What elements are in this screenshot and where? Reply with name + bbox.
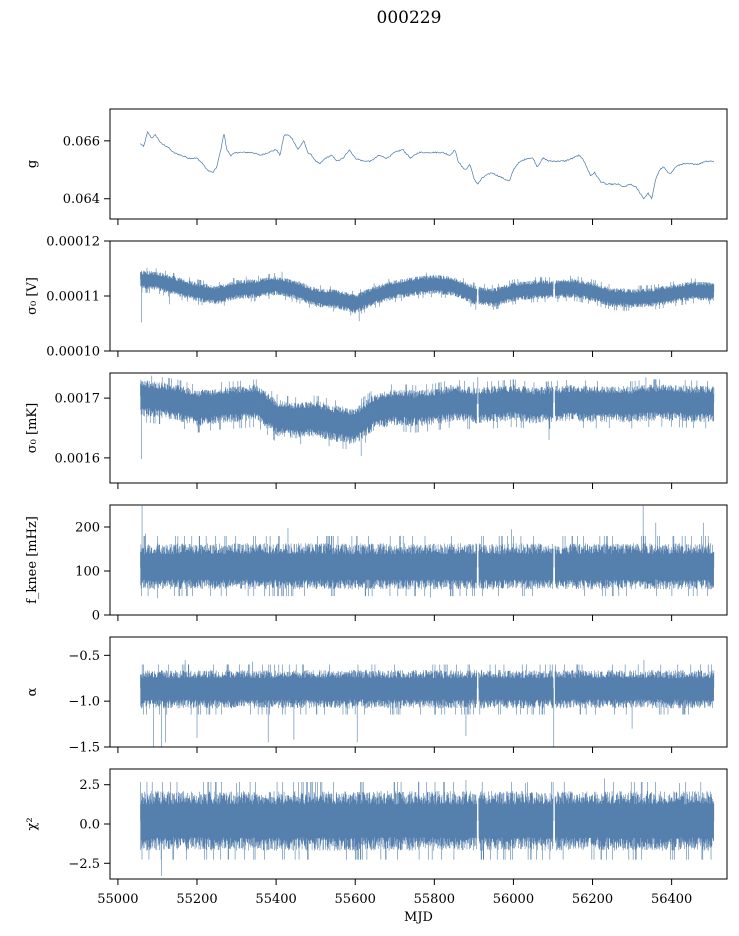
y-axis-label: χ²: [25, 817, 40, 830]
series-line: [140, 375, 715, 460]
y-tick-label: 0.00011: [46, 290, 100, 305]
y-tick-label: −1.5: [68, 741, 100, 756]
y-tick-label: 0.00010: [46, 345, 100, 360]
x-tick-label: 55600: [335, 892, 376, 907]
y-tick-label: 0.0016: [55, 451, 101, 466]
axes-frame: [109, 636, 728, 748]
series-line: [140, 659, 715, 747]
y-tick-label: 0: [92, 609, 100, 624]
y-axis-label: f_knee [mHz]: [25, 516, 40, 604]
y-tick-label: 0.0017: [55, 392, 101, 407]
x-tick-label: 55200: [176, 892, 217, 907]
y-axis-label: g: [25, 160, 40, 168]
y-axis-label: α: [25, 687, 40, 696]
subplot-4: 0 100 200 f_knee [mHz]: [25, 504, 728, 624]
subplot-5: −1.5 −1.0 −0.5 α: [25, 636, 728, 756]
x-tick-label: 56000: [493, 892, 534, 907]
x-tick-label: 55400: [255, 892, 296, 907]
y-tick-label: 0.00012: [46, 235, 100, 250]
subplot-1: 0.064 0.066 g: [25, 108, 728, 225]
series-line: [140, 778, 715, 876]
y-axis-label: σ₀ [V]: [25, 277, 40, 315]
y-axis-label: σ₀ [mK]: [25, 403, 40, 453]
x-tick-label: 55800: [414, 892, 455, 907]
series-line: [140, 505, 715, 599]
axes-frame: [109, 372, 728, 484]
axes-frame: [109, 504, 728, 616]
x-tick-label: 56200: [572, 892, 613, 907]
x-tick-label: 56400: [651, 892, 692, 907]
y-tick-label: 100: [75, 565, 100, 580]
series-line: [140, 267, 715, 323]
series-line: [140, 130, 715, 200]
y-tick-label: 0.0: [79, 818, 100, 833]
y-tick-label: −2.5: [68, 857, 100, 872]
axes-frame: [109, 108, 728, 220]
y-tick-label: 0.066: [63, 134, 100, 149]
figure-title: 000229: [377, 8, 442, 28]
x-tick-label: 55000: [97, 892, 138, 907]
y-tick-label: 0.064: [63, 192, 100, 207]
subplot-6: −2.5 0.0 2.5 55000 55200 55400 55600 55800 56000…: [25, 768, 728, 925]
y-tick-label: −0.5: [68, 649, 100, 664]
y-tick-label: −1.0: [68, 695, 100, 710]
y-tick-label: 200: [75, 521, 100, 536]
y-tick-label: 2.5: [79, 778, 100, 793]
subplot-3: 0.0016 0.0017 σ₀ [mK]: [25, 372, 728, 489]
x-axis-label: MJD: [404, 910, 433, 925]
subplot-2: 0.00010 0.00011 0.00012 σ₀ [V]: [25, 235, 728, 360]
